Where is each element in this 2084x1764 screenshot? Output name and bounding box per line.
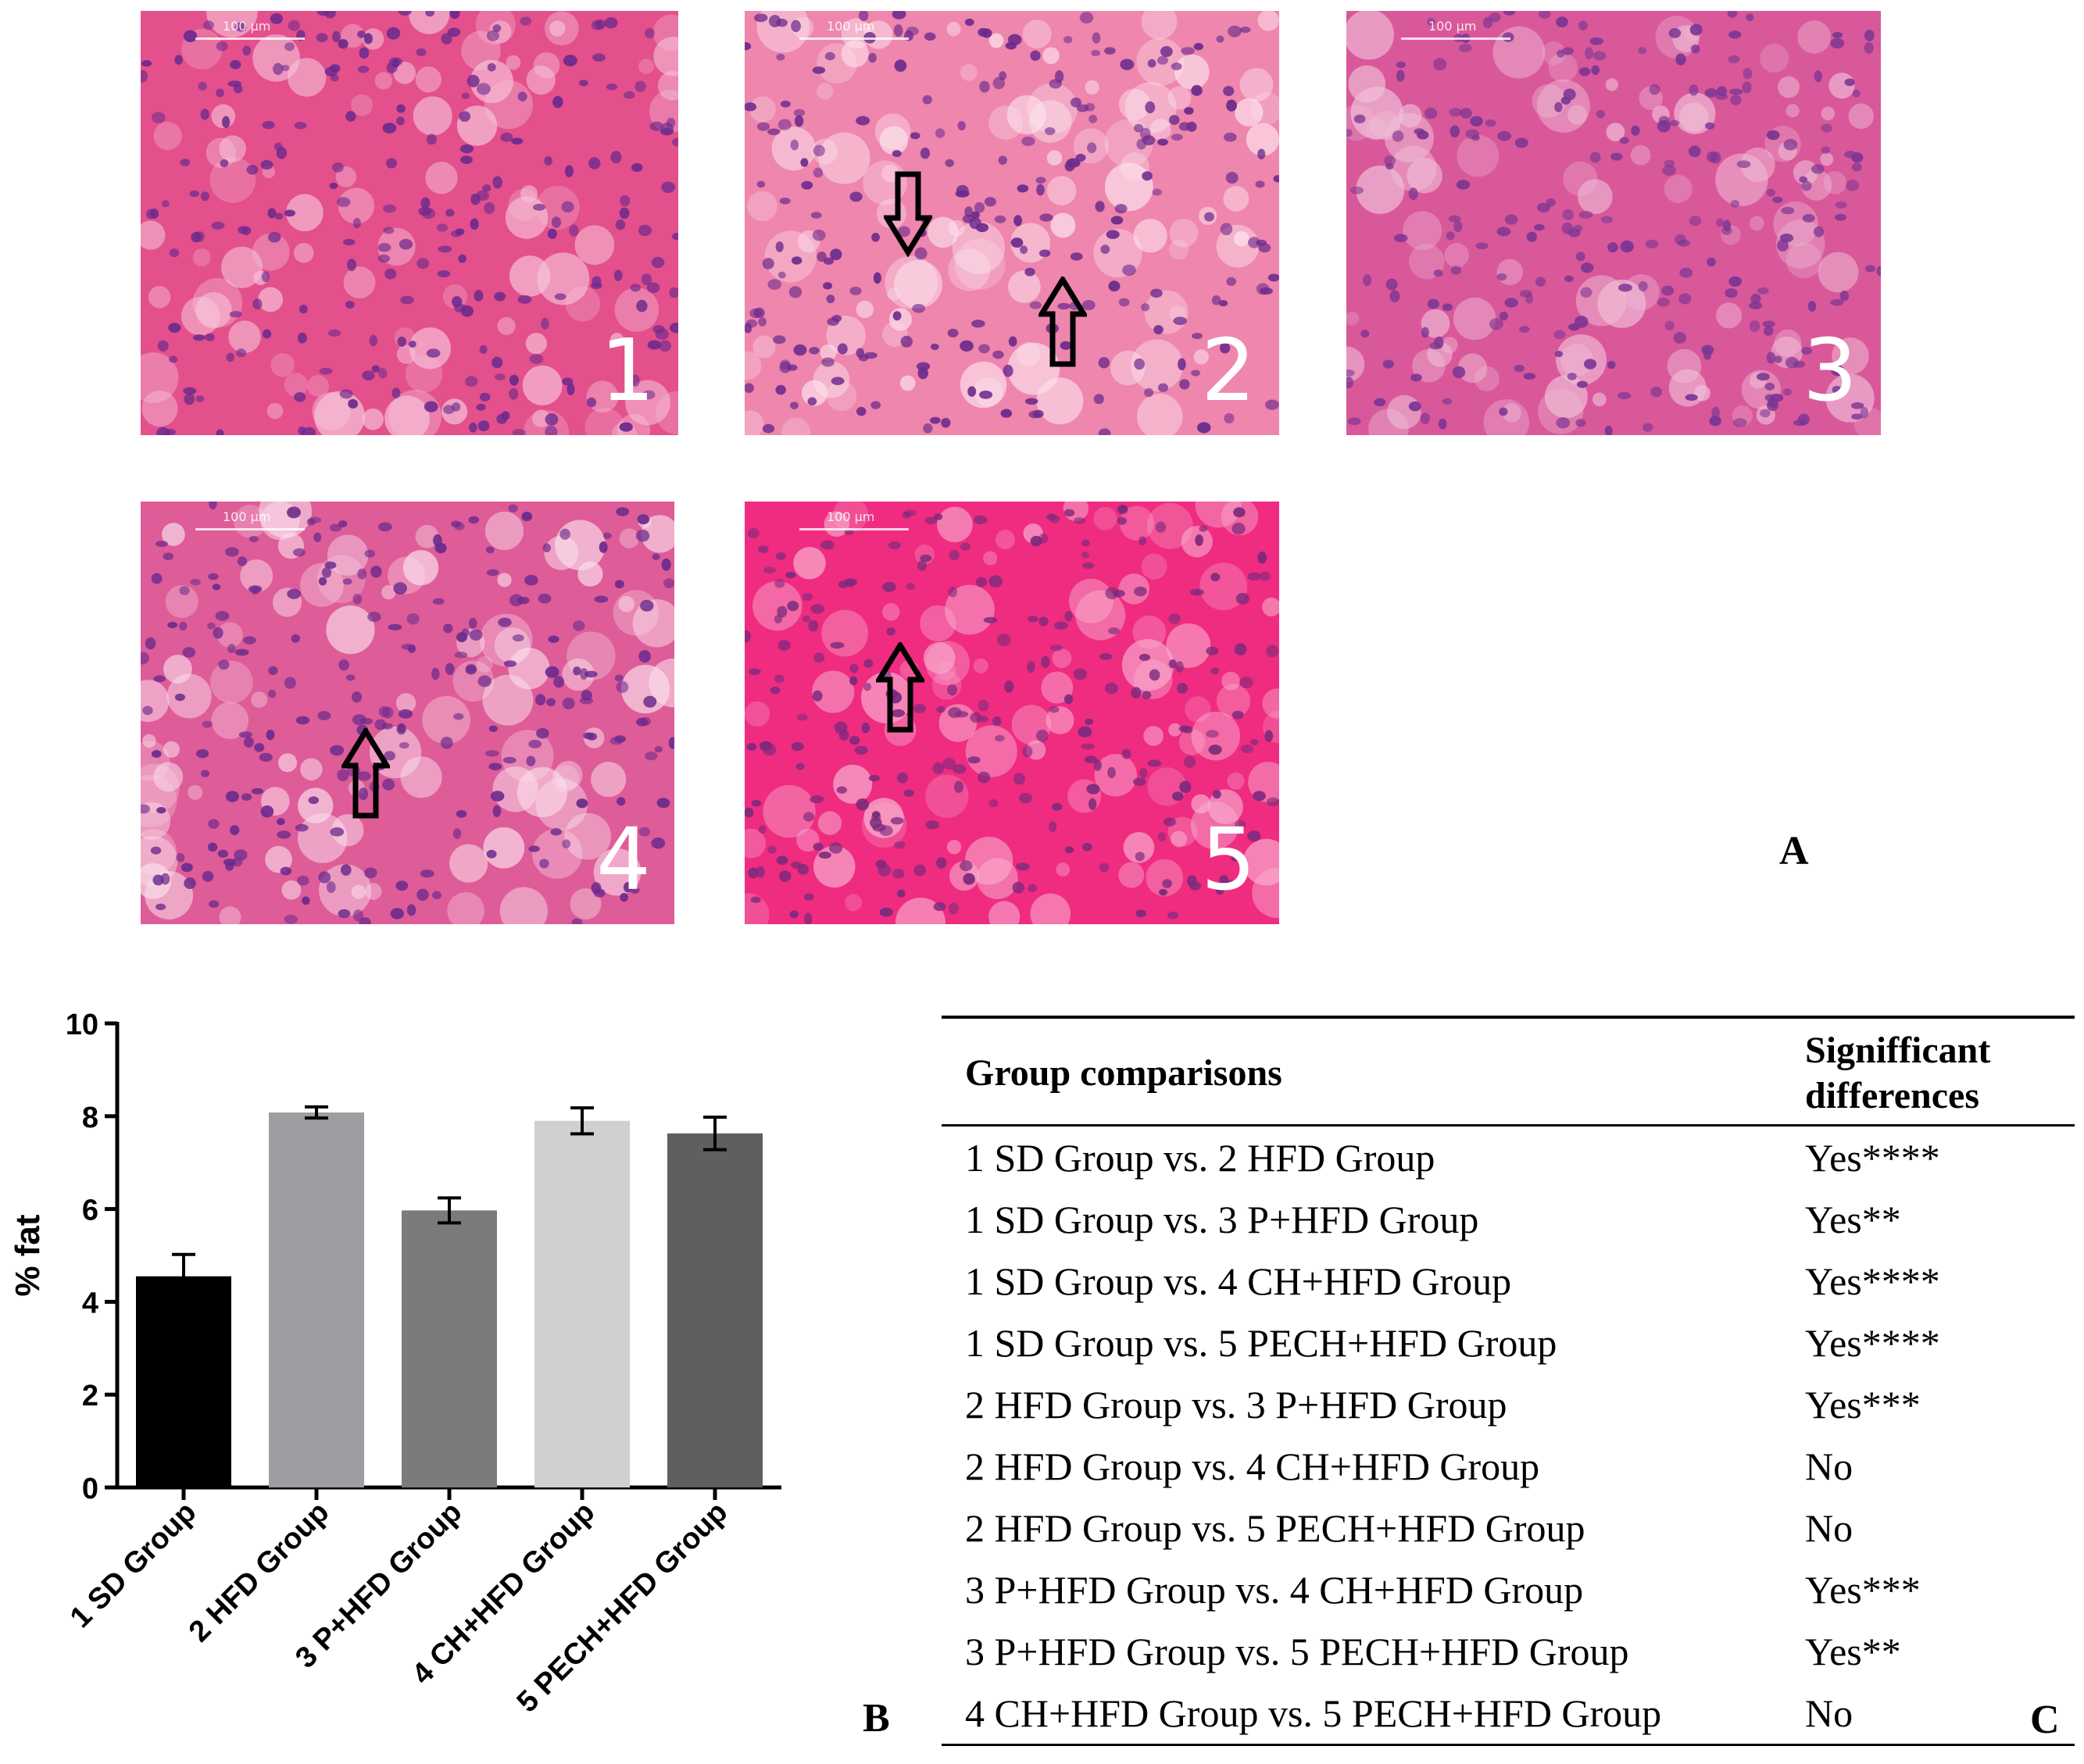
table-row: 1 SD Group vs. 3 P+HFD Group Yes** [942,1188,2075,1250]
histology-tile-2: 100 μm 2 [745,11,1279,435]
histology-image-3 [1346,11,1881,435]
histology-tile-5: 100 μm 5 [745,502,1279,924]
table-header-row: Group comparisons Signifficant differenc… [942,1017,2075,1126]
result-cell: Yes*** [1805,1382,1921,1427]
y-tick-label: 2 [82,1380,98,1412]
header-line-1: Signifficant [1805,1030,1991,1071]
tile-number-3: 3 [1803,320,1857,420]
bar [402,1210,497,1487]
histology-image-4 [141,502,674,924]
scale-bar [195,37,305,40]
arrow-up-icon [1038,277,1087,367]
header-line-2: differences [1805,1074,1980,1116]
tile-number-1: 1 [600,320,655,420]
scale-bar [799,528,909,530]
table-row: 2 HFD Group vs. 4 CH+HFD Group No [942,1435,2075,1497]
tile-number-4: 4 [596,809,651,909]
result-cell: Yes** [1805,1197,1901,1241]
histology-image-5 [745,502,1279,924]
table-row: 3 P+HFD Group vs. 5 PECH+HFD Group Yes** [942,1620,2075,1682]
table-row: 1 SD Group vs. 4 CH+HFD Group Yes**** [942,1250,2075,1312]
comparison-cell: 4 CH+HFD Group vs. 5 PECH+HFD Group [965,1691,1662,1735]
scale-bar [195,528,305,530]
group-comparison-table: Group comparisons Signifficant differenc… [942,1016,2075,1746]
scale-label: 100 μm [223,19,271,34]
comparison-cell: 1 SD Group vs. 3 P+HFD Group [965,1197,1479,1241]
result-cell: Yes** [1805,1629,1901,1673]
scale-label: 100 μm [1428,19,1477,34]
panel-label-b: B [863,1696,890,1741]
column-header-significance: Signifficant differences [1805,1017,2075,1126]
comparison-cell: 2 HFD Group vs. 5 PECH+HFD Group [965,1505,1585,1550]
x-tick-label: 1 SD Group [64,1496,203,1635]
tile-number-5: 5 [1201,809,1256,909]
y-tick-label: 0 [82,1473,98,1505]
result-cell: Yes**** [1805,1320,1940,1365]
y-tick-label: 4 [82,1287,98,1319]
comparison-cell: 3 P+HFD Group vs. 5 PECH+HFD Group [965,1629,1629,1673]
scale-label: 100 μm [827,509,875,524]
comparison-cell: 2 HFD Group vs. 4 CH+HFD Group [965,1444,1540,1488]
panel-label-c: C [2030,1698,2060,1742]
y-tick-label: 6 [82,1194,98,1227]
arrow-down-icon [884,171,932,257]
scale-label: 100 μm [827,19,875,34]
histology-tile-3: 100 μm 3 [1346,11,1881,435]
bar [269,1112,364,1487]
bar [667,1133,763,1487]
arrow-up-icon [876,642,924,733]
panel-label-a: A [1779,829,1809,873]
scale-bar [1401,37,1510,40]
table-row: 1 SD Group vs. 5 PECH+HFD Group Yes**** [942,1312,2075,1373]
result-cell: No [1805,1505,1853,1550]
scale-bar [799,37,909,40]
histology-tile-4: 100 μm 4 [141,502,674,924]
result-cell: No [1805,1444,1853,1488]
result-cell: Yes**** [1805,1135,1940,1180]
y-tick-label: 10 [66,1009,98,1041]
histology-image-1 [141,11,678,435]
table-row: 3 P+HFD Group vs. 4 CH+HFD Group Yes*** [942,1559,2075,1620]
column-header-comparisons: Group comparisons [965,1052,1282,1094]
result-cell: Yes**** [1805,1259,1940,1303]
comparison-cell: 1 SD Group vs. 4 CH+HFD Group [965,1259,1512,1303]
bar [136,1276,231,1487]
comparison-cell: 2 HFD Group vs. 3 P+HFD Group [965,1382,1507,1427]
y-tick-label: 8 [82,1102,98,1134]
comparison-cell: 3 P+HFD Group vs. 4 CH+HFD Group [965,1567,1584,1612]
bar [534,1120,630,1487]
y-axis-label: % fat [9,1214,47,1296]
histology-tile-1: 100 μm 1 [141,11,678,435]
result-cell: No [1805,1691,1853,1735]
result-cell: Yes*** [1805,1567,1921,1612]
tile-number-2: 2 [1201,320,1256,420]
x-tick-label: 2 HFD Group [183,1496,335,1648]
scale-label: 100 μm [223,509,271,524]
table-row: 2 HFD Group vs. 5 PECH+HFD Group No [942,1497,2075,1559]
comparison-cell: 1 SD Group vs. 5 PECH+HFD Group [965,1320,1557,1365]
table-row: 1 SD Group vs. 2 HFD Group Yes**** [942,1126,2075,1189]
arrow-up-icon [341,728,390,819]
comparison-cell: 1 SD Group vs. 2 HFD Group [965,1135,1435,1180]
table-row: 2 HFD Group vs. 3 P+HFD Group Yes*** [942,1373,2075,1435]
table-row: 4 CH+HFD Group vs. 5 PECH+HFD Group No [942,1682,2075,1745]
histology-image-2 [745,11,1279,435]
